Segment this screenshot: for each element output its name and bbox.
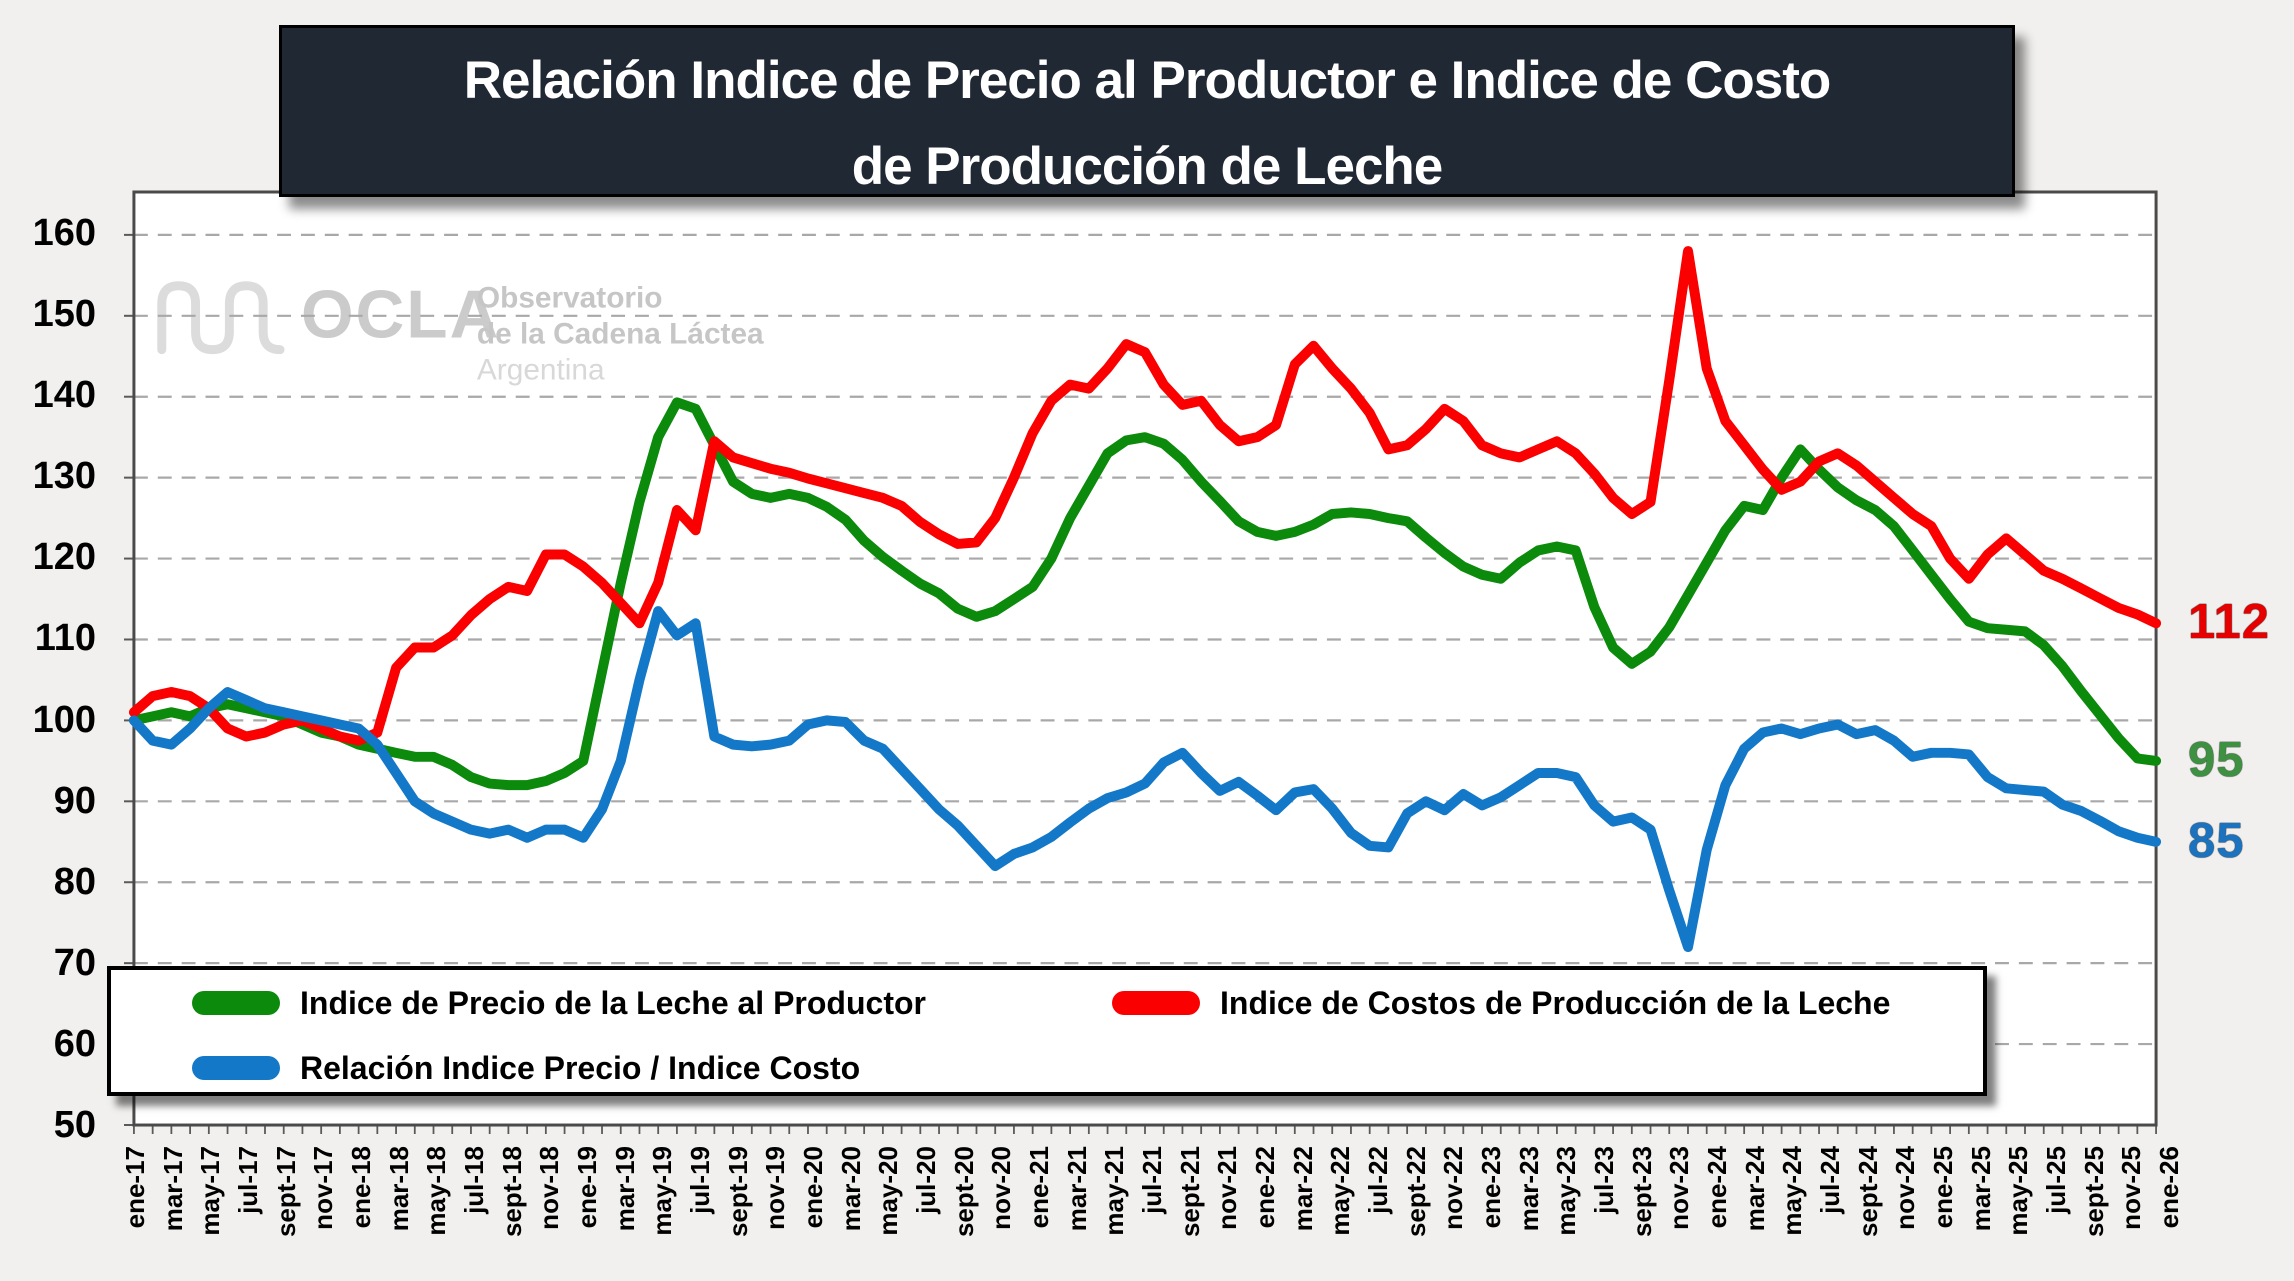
x-axis-label-ene-19: ene-19 — [572, 1146, 602, 1229]
legend-item-relacion: Relación Indice Precio / Indice Costo — [192, 1050, 860, 1086]
y-axis-label-60: 60 — [53, 1022, 96, 1065]
series-line-2 — [128, 606, 2162, 952]
legend-swatch-green — [192, 991, 280, 1015]
wave-icon — [157, 281, 285, 355]
x-axis-label-sept-22: sept-22 — [1400, 1146, 1431, 1238]
svg-text:Argentina: Argentina — [477, 354, 605, 387]
x-axis-label-nov-18: nov-18 — [534, 1146, 565, 1230]
chart-title-line2: de Producción de Leche — [851, 137, 1444, 196]
y-axis-label-100: 100 — [32, 698, 96, 741]
y-axis-label-150: 150 — [32, 293, 96, 336]
x-axis-label-nov-24: nov-24 — [1890, 1146, 1921, 1230]
y-axis-label-160: 160 — [32, 211, 96, 254]
x-axis-label-jul-22: jul-22 — [1363, 1146, 1393, 1214]
x-axis-label-jul-21: jul-21 — [1137, 1146, 1167, 1214]
x-axis-label-jul-20: jul-20 — [911, 1146, 941, 1214]
legend-swatch-red — [1112, 991, 1200, 1015]
svg-text:de la Cadena Láctea: de la Cadena Láctea — [477, 318, 764, 351]
x-axis-label-jul-24: jul-24 — [1815, 1146, 1845, 1214]
x-axis-label-may-17: may-17 — [195, 1146, 226, 1236]
legend-item-precio: Indice de Precio de la Leche al Producto… — [192, 985, 926, 1021]
x-axis-label-ene-18: ene-18 — [346, 1146, 376, 1229]
x-axis-label-ene-17: ene-17 — [120, 1146, 150, 1229]
chart-title-line1: Relación Indice de Precio al Productor e… — [463, 51, 1832, 110]
x-axis-label-nov-22: nov-22 — [1438, 1146, 1469, 1230]
x-axis-label-nov-20: nov-20 — [986, 1146, 1017, 1230]
x-axis-label-mar-18: mar-18 — [383, 1146, 414, 1232]
x-axis-label-may-25: may-25 — [2003, 1146, 2034, 1236]
x-axis-label-ene-21: ene-21 — [1024, 1146, 1054, 1229]
end-label-relacion: 85 — [2188, 814, 2245, 869]
x-axis-label-sept-18: sept-18 — [496, 1146, 527, 1238]
x-axis-label-ene-25: ene-25 — [1928, 1146, 1958, 1229]
x-axis-label-mar-20: mar-20 — [835, 1146, 866, 1232]
x-axis-label-sept-20: sept-20 — [948, 1146, 979, 1238]
y-axis-label-140: 140 — [32, 374, 96, 417]
x-axis-label-mar-24: mar-24 — [1739, 1146, 1770, 1232]
x-axis-label-may-20: may-20 — [873, 1146, 904, 1236]
end-label-costos: 112 — [2188, 595, 2271, 650]
x-axis-label-sept-21: sept-21 — [1174, 1146, 1205, 1238]
x-axis-label-ene-26: ene-26 — [2154, 1146, 2184, 1229]
legend-label-precio: Indice de Precio de la Leche al Producto… — [300, 985, 926, 1021]
x-axis-label-sept-24: sept-24 — [1852, 1146, 1883, 1238]
y-axis-label-120: 120 — [32, 536, 96, 579]
y-axis-label-80: 80 — [53, 860, 96, 903]
x-axis-label-jul-17: jul-17 — [233, 1146, 263, 1214]
legend-item-costos: Indice de Costos de Producción de la Lec… — [1112, 985, 1890, 1021]
y-axis-label-110: 110 — [34, 617, 96, 660]
x-axis-label-ene-23: ene-23 — [1476, 1146, 1506, 1229]
x-axis-label-mar-17: mar-17 — [157, 1146, 188, 1232]
x-axis-label-may-21: may-21 — [1099, 1146, 1130, 1236]
x-axis-label-ene-20: ene-20 — [798, 1146, 828, 1229]
series-line-1 — [128, 246, 2162, 746]
x-axis-label-ene-22: ene-22 — [1250, 1146, 1280, 1229]
x-axis-label-mar-19: mar-19 — [609, 1146, 640, 1232]
y-axis-label-50: 50 — [53, 1103, 96, 1146]
chart-title-box: Relación Indice de Precio al Productor e… — [279, 25, 2015, 197]
legend-swatch-blue — [192, 1056, 280, 1080]
x-axis-label-may-18: may-18 — [421, 1146, 452, 1236]
x-axis-label-may-22: may-22 — [1325, 1146, 1356, 1236]
x-axis-label-may-24: may-24 — [1777, 1146, 1808, 1236]
y-axis-label-70: 70 — [53, 941, 96, 984]
x-axis-label-jul-25: jul-25 — [2041, 1146, 2071, 1214]
x-axis-label-mar-21: mar-21 — [1061, 1146, 1092, 1232]
x-axis-label-nov-25: nov-25 — [2116, 1146, 2147, 1230]
legend-label-relacion: Relación Indice Precio / Indice Costo — [300, 1050, 861, 1086]
x-axis-label-sept-25: sept-25 — [2078, 1146, 2109, 1238]
y-axis-label-90: 90 — [53, 779, 96, 822]
x-axis-label-mar-22: mar-22 — [1287, 1146, 1318, 1232]
legend: Indice de Precio de la Leche al Producto… — [107, 966, 1987, 1096]
x-axis-label-nov-17: nov-17 — [308, 1146, 339, 1230]
x-axis-label-nov-23: nov-23 — [1664, 1146, 1695, 1230]
legend-label-costos: Indice de Costos de Producción de la Lec… — [1220, 985, 1891, 1021]
x-axis-label-ene-24: ene-24 — [1702, 1146, 1732, 1229]
x-axis-label-sept-17: sept-17 — [270, 1146, 301, 1238]
end-label-precio: 95 — [2188, 733, 2245, 788]
x-axis-label-may-23: may-23 — [1551, 1146, 1582, 1236]
x-axis-label-sept-19: sept-19 — [722, 1146, 753, 1238]
x-axis-label-jul-23: jul-23 — [1589, 1146, 1619, 1214]
x-axis-label-may-19: may-19 — [647, 1146, 678, 1236]
series-line-0 — [128, 397, 2162, 791]
y-axis-label-130: 130 — [32, 455, 96, 498]
x-axis-label-jul-18: jul-18 — [459, 1146, 489, 1214]
x-axis-label-mar-23: mar-23 — [1513, 1146, 1544, 1232]
x-axis-label-mar-25: mar-25 — [1965, 1146, 1996, 1232]
x-axis-label-nov-19: nov-19 — [760, 1146, 791, 1230]
x-axis-label-sept-23: sept-23 — [1626, 1146, 1657, 1238]
svg-text:Observatorio: Observatorio — [477, 282, 663, 315]
x-axis-label-jul-19: jul-19 — [685, 1146, 715, 1214]
x-axis-label-nov-21: nov-21 — [1212, 1146, 1243, 1230]
